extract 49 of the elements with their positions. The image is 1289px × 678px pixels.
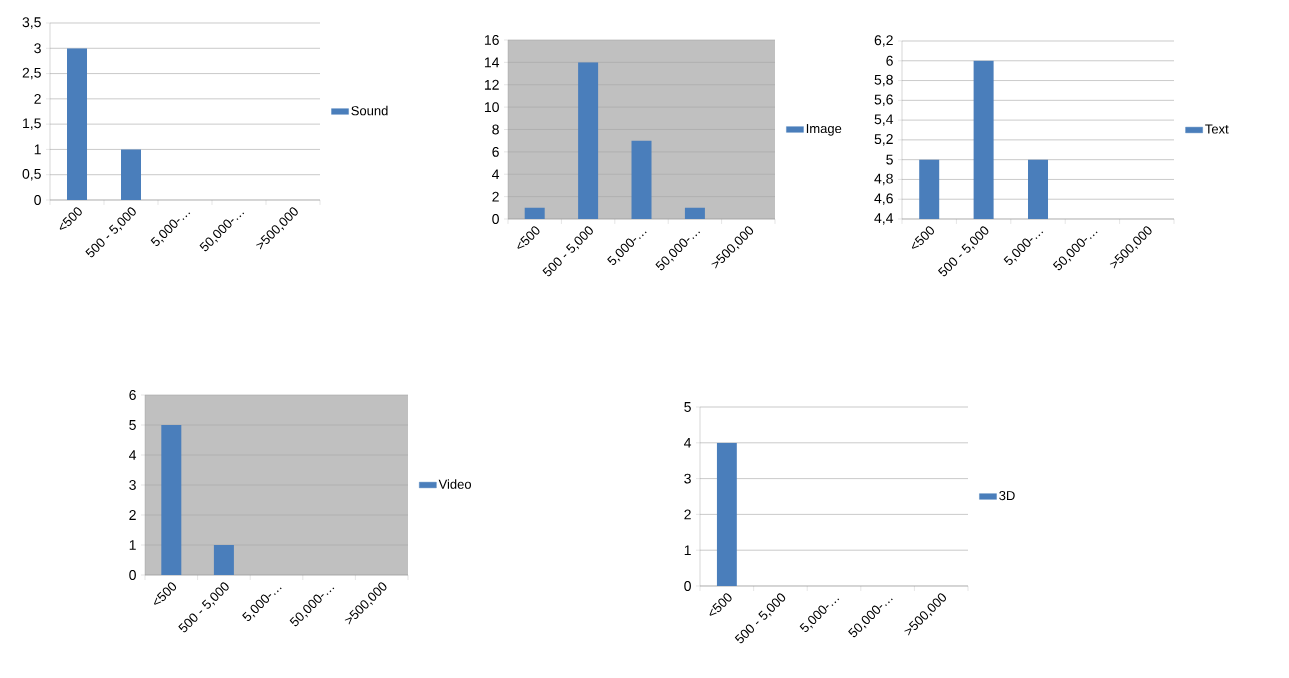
y-tick-label: 8	[492, 124, 499, 135]
y-tick-label: 5,8	[874, 74, 893, 87]
bar	[578, 62, 599, 219]
y-tick-label: 5,2	[874, 134, 893, 146]
y-tick-label: 0	[34, 195, 41, 205]
y-tick-label: 2	[492, 191, 499, 202]
y-tick-label: 2	[129, 510, 136, 520]
y-tick-label: 10	[484, 102, 499, 113]
y-tick-label: 6	[492, 146, 499, 157]
y-tick-label: 6	[886, 55, 893, 66]
y-tick-label: 16	[484, 35, 499, 45]
bar	[631, 140, 652, 219]
legend-label: Image	[806, 124, 842, 136]
y-tick-label: 3	[34, 43, 41, 54]
y-tick-label: 2,5	[22, 67, 41, 80]
y-tick-label: 4,4	[874, 213, 894, 225]
y-tick-label: 5,6	[874, 94, 893, 107]
y-tick-label: 1	[129, 540, 136, 550]
bar	[684, 207, 705, 219]
y-tick-label: 1,5	[23, 118, 41, 130]
y-tick-label: 4	[129, 450, 137, 460]
y-tick-label: 5	[129, 420, 136, 430]
y-tick-label: 0	[492, 214, 499, 224]
y-tick-label: 0,5	[22, 168, 41, 181]
y-tick-label: 3	[129, 480, 136, 490]
y-tick-label: 2	[34, 93, 41, 104]
y-tick-label: 4	[684, 437, 692, 448]
y-tick-label: 5	[684, 402, 691, 412]
y-tick-label: 1	[34, 144, 41, 155]
y-tick-label: 1	[684, 545, 691, 556]
legend-label: 3D	[999, 490, 1015, 501]
y-tick-label: 0	[684, 581, 691, 591]
y-tick-label: 4,6	[874, 193, 893, 205]
y-tick-label: 5,4	[874, 114, 894, 126]
y-tick-label: 5	[886, 154, 893, 165]
y-tick-label: 6,2	[874, 35, 893, 47]
y-tick-label: 3	[684, 473, 691, 484]
y-tick-label: 14	[484, 57, 500, 68]
y-tick-label: 4,8	[874, 173, 893, 186]
bar	[524, 207, 545, 219]
y-tick-label: 6	[129, 390, 136, 400]
y-tick-label: 2	[684, 509, 691, 520]
y-tick-label: 4	[492, 169, 500, 180]
legend-label: Sound	[351, 105, 388, 116]
legend-label: Text	[1205, 124, 1229, 134]
y-tick-label: 12	[484, 79, 499, 90]
y-tick-label: 0	[129, 570, 136, 580]
legend-label: Video	[438, 479, 472, 489]
y-tick-label: 3,5	[22, 17, 41, 29]
